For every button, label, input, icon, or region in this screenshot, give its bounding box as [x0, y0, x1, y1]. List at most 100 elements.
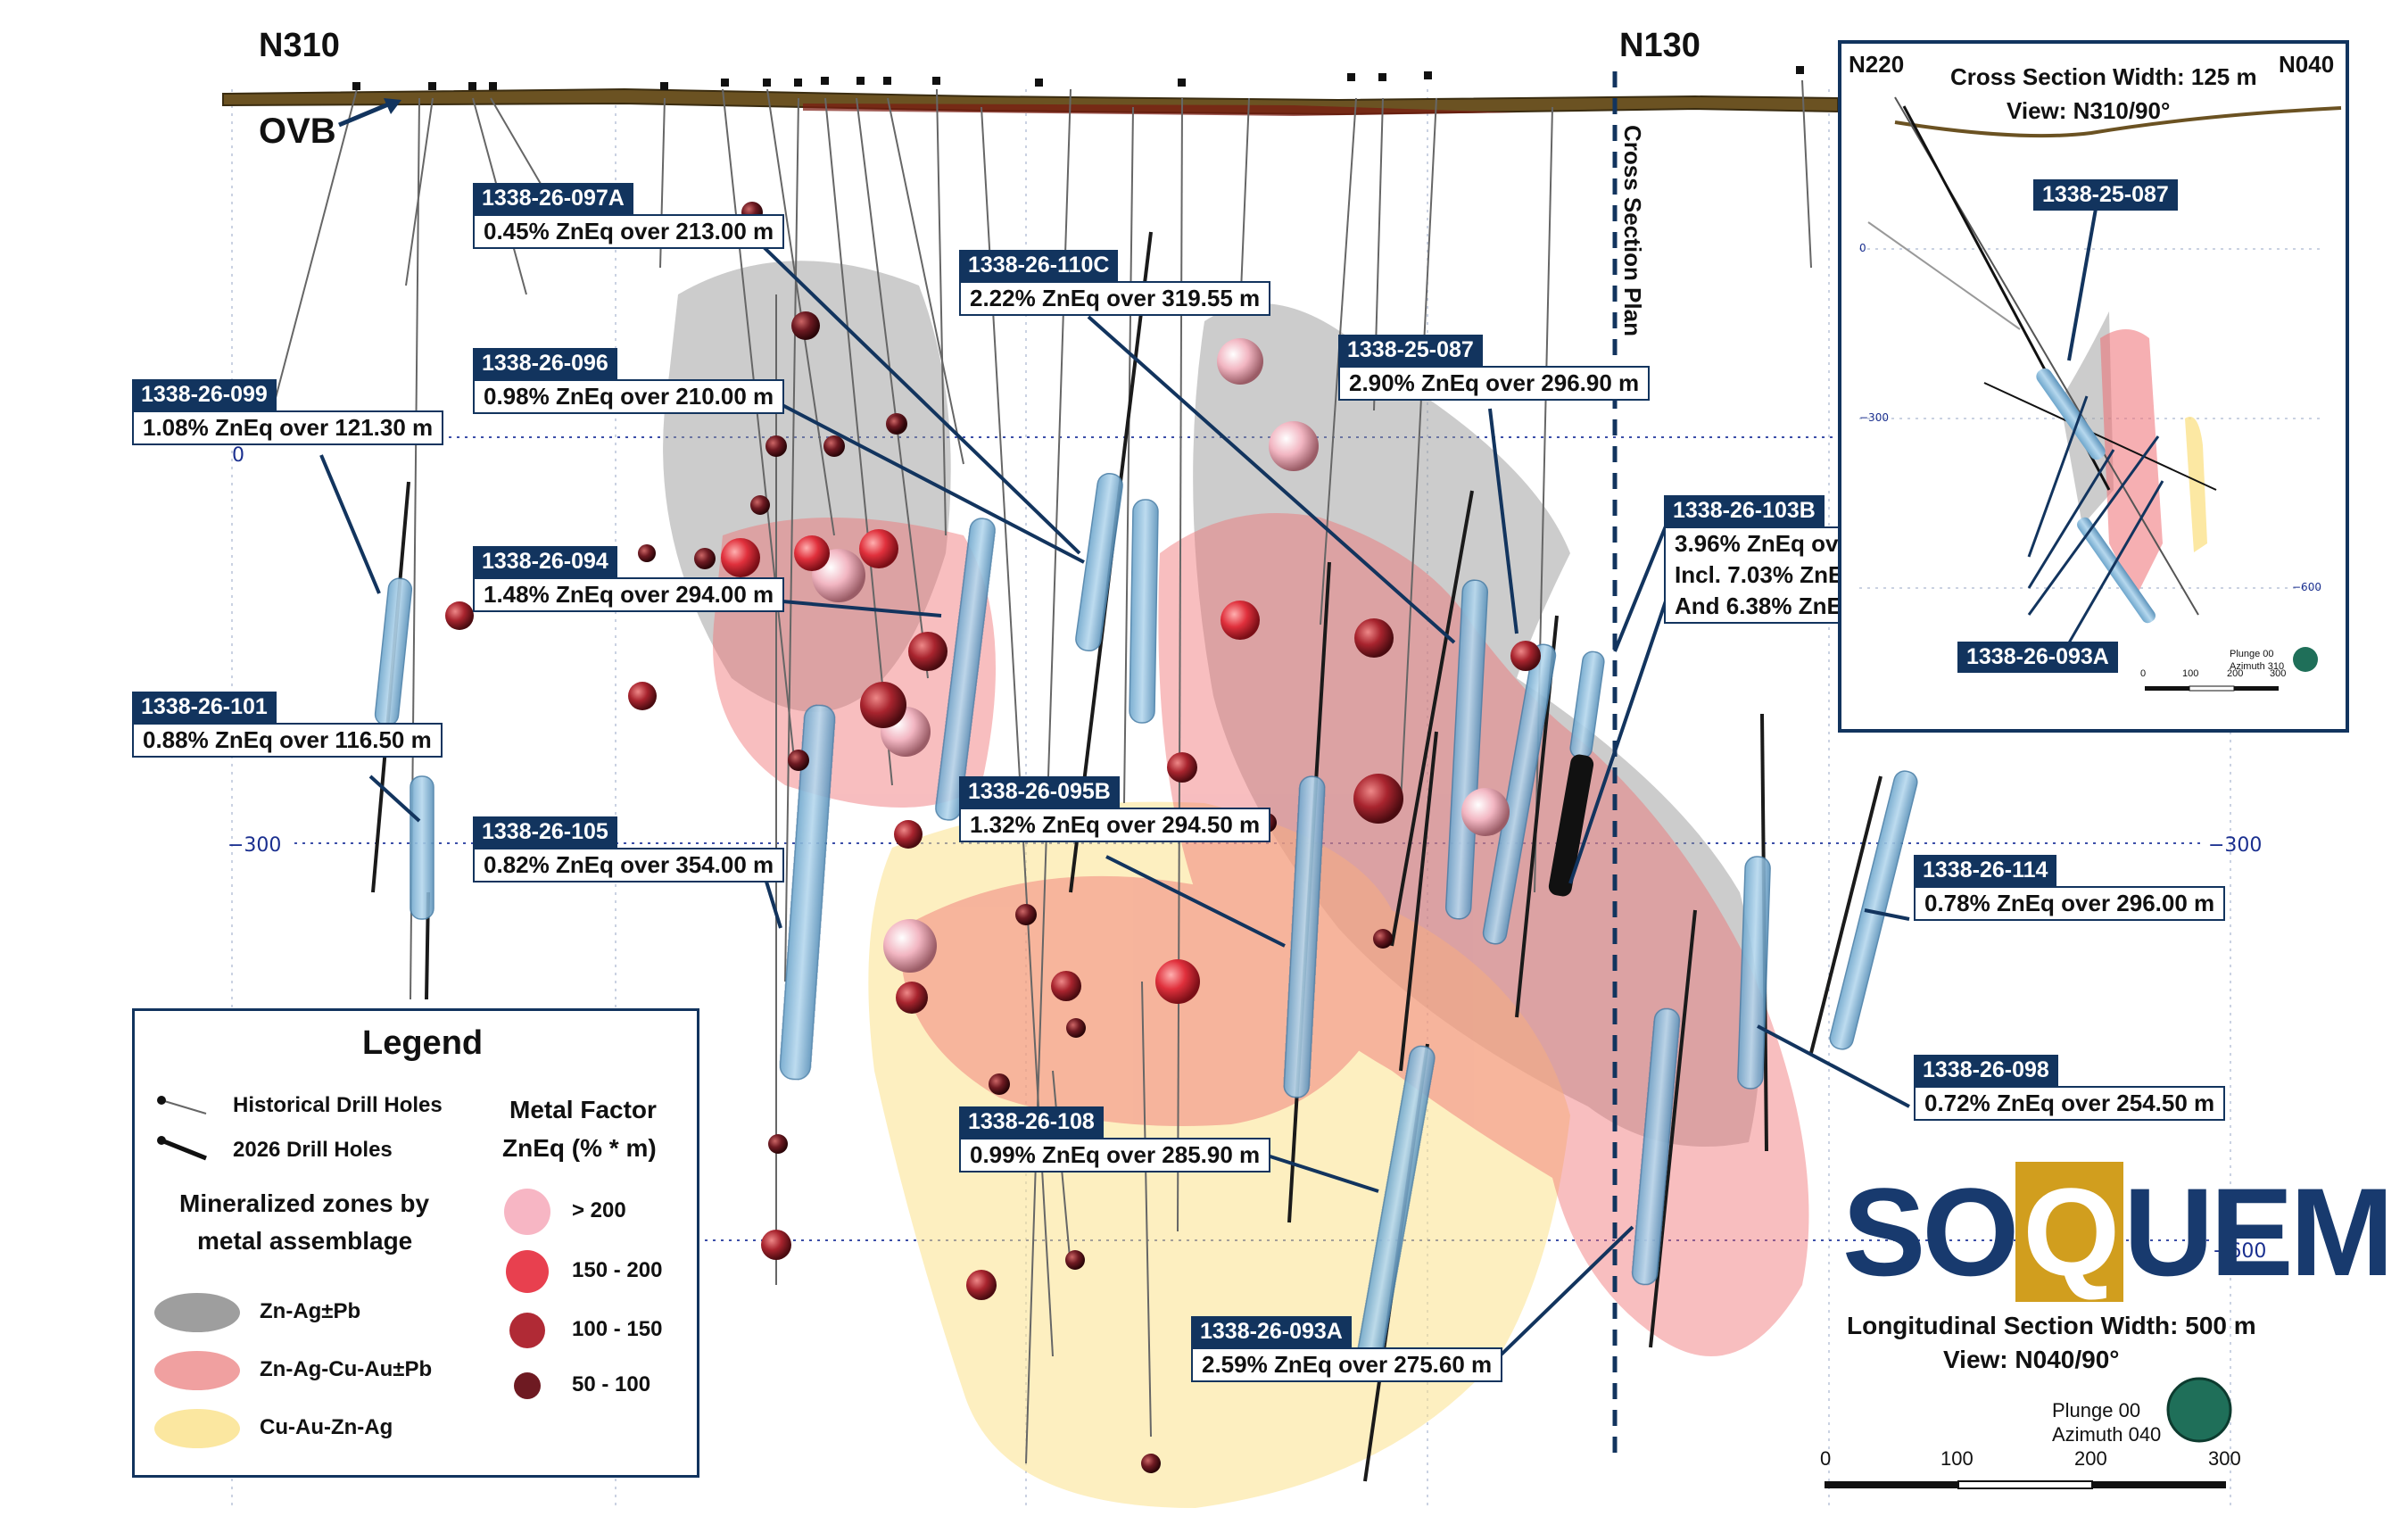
legend-metal-title-2: ZnEq (% * m) — [502, 1134, 657, 1162]
depth-label-300-left: −300 — [228, 834, 282, 857]
callout-hole-id: 1338-26-099 — [132, 379, 277, 410]
scale-label-200: 200 — [2074, 1447, 2107, 1470]
callout-hole-id: 1338-26-105 — [473, 816, 617, 848]
callout-hole-id: 1338-26-114 — [1914, 855, 2057, 886]
legend-metal-title: Metal Factor — [509, 1096, 657, 1123]
callout-hole-id: 1338-26-095B — [959, 776, 1120, 808]
intercept-095b — [1283, 775, 1326, 1098]
callout-line: 1.32% ZnEq over 294.50 m — [970, 811, 1261, 838]
callout-099: 1338-26-099 1.08% ZnEq over 121.30 m — [132, 379, 444, 445]
callout-line: 0.98% ZnEq over 210.00 m — [484, 383, 774, 410]
legend-class-label: > 200 — [572, 1198, 626, 1222]
inset-scale-200: 200 — [2227, 668, 2244, 679]
callout-hole-id: 1338-26-103B — [1664, 495, 1825, 526]
section-view-text: View: N040/90° — [1943, 1346, 2120, 1373]
callout-hole-id: 1338-26-097A — [473, 183, 633, 214]
callout-094: 1338-26-094 1.48% ZnEq over 294.00 m — [473, 546, 785, 612]
intercept-101 — [410, 775, 434, 920]
callout-line: 2.59% ZnEq over 275.60 m — [1202, 1351, 1493, 1378]
callout-hole-id: 1338-26-093A — [1957, 642, 2118, 673]
callout-hole-id: 1338-26-108 — [959, 1106, 1104, 1138]
intercept-110c — [1129, 499, 1159, 724]
inset-scale-300: 300 — [2270, 668, 2287, 679]
main-scale-bar — [1825, 1480, 2226, 1489]
intercept-094 — [935, 518, 996, 821]
inset-scale-100: 100 — [2182, 668, 2199, 679]
callout-leaders — [319, 244, 1910, 1376]
legend: Legend Historical Drill Holes 2026 Drill… — [132, 1008, 699, 1478]
callout-hole-id: 1338-26-110C — [959, 250, 1119, 281]
inset-scale-0: 0 — [2140, 668, 2147, 679]
ovb-arrow — [338, 100, 393, 128]
intercept-087b — [1482, 643, 1557, 945]
intercept-087 — [1444, 579, 1489, 920]
legend-zone-label: Zn-Ag-Cu-Au±Pb — [260, 1357, 433, 1381]
metal-factor-spheres — [445, 202, 1541, 1473]
legend-zones-title-2: metal assemblage — [197, 1227, 413, 1255]
inset-depth-300: −300 — [1859, 411, 1889, 424]
section-label-n130: N130 — [1619, 27, 1700, 64]
callout-098: 1338-26-098 0.72% ZnEq over 254.50 m — [1914, 1055, 2226, 1121]
callout-093a: 1338-26-093A 2.59% ZnEq over 275.60 m — [1191, 1316, 1503, 1382]
inset-depth-0: 0 — [1859, 242, 1866, 254]
section-label-n310: N310 — [259, 27, 340, 64]
inset-callout-087: 1338-25-087 — [2033, 179, 2178, 211]
legend-swatches — [154, 1096, 550, 1448]
callout-110c: 1338-26-110C 2.22% ZnEq over 319.55 m — [959, 250, 1271, 316]
callout-097a: 1338-26-097A 0.45% ZnEq over 213.00 m — [473, 183, 785, 249]
callout-line: 0.88% ZnEq over 116.50 m — [143, 726, 432, 753]
scale-label-100: 100 — [1940, 1447, 1974, 1470]
legend-class-label: 150 - 200 — [572, 1258, 663, 1282]
legend-title: Legend — [362, 1024, 484, 1062]
callout-line: 2.22% ZnEq over 319.55 m — [970, 285, 1261, 311]
scale-label-0: 0 — [1820, 1447, 1832, 1470]
section-width-text: Longitudinal Section Width: 500 m — [1847, 1312, 2256, 1339]
inset-plunge: Plunge 00 — [2230, 649, 2274, 659]
callout-line: 0.78% ZnEq over 296.00 m — [1924, 890, 2215, 916]
inset-left-label: N220 — [1849, 51, 1905, 78]
legend-zone-label: Cu-Au-Zn-Ag — [260, 1415, 393, 1439]
callout-line: 1.08% ZnEq over 121.30 m — [143, 414, 434, 441]
inset-right-label: N040 — [2279, 51, 2335, 78]
main-plunge-text: Plunge 00 — [2052, 1399, 2141, 1421]
intercept-105 — [779, 704, 836, 1081]
inset-view: View: N310/90° — [2007, 97, 2171, 124]
depth-label-300-right: −300 — [2208, 834, 2263, 857]
callout-114: 1338-26-114 0.78% ZnEq over 296.00 m — [1914, 855, 2226, 921]
legend-new-holes-label: 2026 Drill Holes — [233, 1138, 393, 1162]
legend-class-label: 50 - 100 — [572, 1372, 651, 1396]
soquem-logo: SOQUEM — [1842, 1162, 2394, 1302]
depth-label-600-right: −600 — [2213, 1240, 2267, 1263]
inset-title: Cross Section Width: 125 m — [1950, 63, 2257, 90]
callout-line: 0.45% ZnEq over 213.00 m — [484, 218, 774, 244]
callout-101: 1338-26-101 0.88% ZnEq over 116.50 m — [132, 692, 443, 758]
callout-105: 1338-26-105 0.82% ZnEq over 354.00 m — [473, 816, 785, 883]
callout-096: 1338-26-096 0.98% ZnEq over 210.00 m — [473, 348, 785, 414]
legend-zone-label: Zn-Ag±Pb — [260, 1299, 361, 1323]
callout-hole-id: 1338-26-096 — [473, 348, 617, 379]
intercept-096 — [1075, 472, 1123, 652]
intercept-098 — [1737, 856, 1771, 1090]
callout-hole-id: 1338-26-098 — [1914, 1055, 2058, 1086]
callout-line: 0.99% ZnEq over 285.90 m — [970, 1141, 1261, 1168]
main-north-compass — [2166, 1377, 2232, 1443]
drill-collars — [352, 66, 1804, 90]
main-azimuth-text: Azimuth 040 — [2052, 1423, 2162, 1446]
inset-azimuth: Azimuth 310 — [2230, 661, 2285, 672]
cross-section-plan-label: Cross Section Plan — [1619, 125, 1646, 336]
scale-label-300: 300 — [2208, 1447, 2241, 1470]
depth-label-0: 0 — [232, 444, 244, 467]
callout-hole-id: 1338-25-087 — [2033, 179, 2178, 211]
callout-hole-id: 1338-26-101 — [132, 692, 277, 723]
callout-hole-id: 1338-26-093A — [1191, 1316, 1352, 1347]
callout-hole-id: 1338-25-087 — [1338, 335, 1483, 366]
legend-historical-label: Historical Drill Holes — [233, 1093, 443, 1117]
callout-095b: 1338-26-095B 1.32% ZnEq over 294.50 m — [959, 776, 1271, 842]
callout-line: 2.90% ZnEq over 296.90 m — [1349, 369, 1640, 396]
callout-line: 0.82% ZnEq over 354.00 m — [484, 851, 774, 878]
inset-depth-600: −600 — [2292, 581, 2321, 593]
inset-callout-093a: 1338-26-093A — [1957, 642, 2118, 673]
ovb-label: OVB — [259, 112, 336, 151]
callout-087: 1338-25-087 2.90% ZnEq over 296.90 m — [1338, 335, 1651, 401]
inset-graphics — [1859, 96, 2342, 692]
